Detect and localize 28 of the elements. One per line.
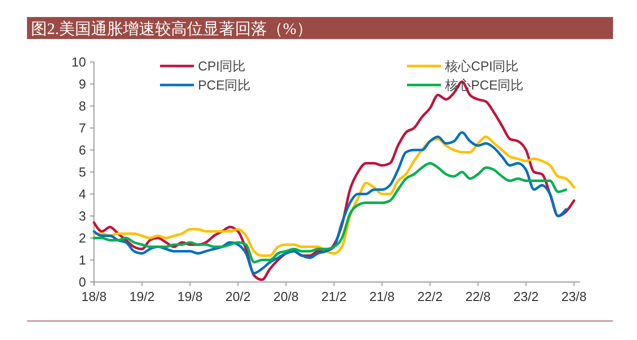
- x-tick-label: 19/8: [177, 289, 203, 304]
- x-tick-label: 19/2: [129, 289, 155, 304]
- x-tick-label: 22/2: [417, 289, 443, 304]
- y-tick-label: 7: [78, 120, 86, 136]
- y-tick-label: 5: [78, 164, 86, 180]
- line-series: [92, 162, 568, 264]
- x-tick-label: 20/2: [225, 289, 251, 304]
- x-tick-label: 21/8: [369, 289, 395, 304]
- legend-label: CPI同比: [198, 58, 246, 74]
- y-tick-label: 3: [78, 208, 86, 224]
- line-series: [92, 131, 568, 274]
- y-tick-label: 8: [78, 98, 86, 114]
- y-tick-label: 6: [78, 142, 86, 158]
- y-tick-label: 2: [78, 230, 86, 246]
- y-tick-label: 1: [78, 252, 86, 268]
- x-tick-label: 23/2: [513, 289, 539, 304]
- y-tick-label: 0: [78, 274, 86, 290]
- y-tick-label: 9: [78, 76, 86, 92]
- x-tick-label: 23/8: [561, 289, 587, 304]
- y-tick-label: 10: [72, 54, 86, 70]
- x-tick-label: 20/8: [273, 289, 299, 304]
- x-tick-label: 18/8: [81, 289, 107, 304]
- legend-label: PCE同比: [198, 78, 251, 93]
- y-tick-label: 4: [78, 186, 86, 202]
- legend-label: 核心CPI同比: [444, 58, 519, 74]
- x-tick-label: 22/8: [465, 289, 491, 304]
- chart-title: 图2.美国通胀增速较高位显著回落（%）: [31, 20, 312, 38]
- x-tick-label: 21/2: [321, 289, 347, 304]
